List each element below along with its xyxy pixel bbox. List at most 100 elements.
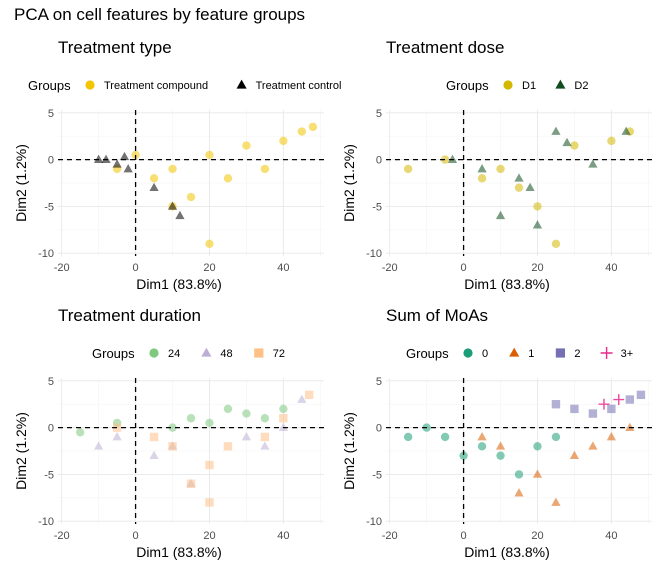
y-tick-label: -5 bbox=[44, 469, 54, 481]
x-tick-label: -20 bbox=[54, 262, 70, 274]
x-tick-label: 0 bbox=[133, 530, 139, 542]
legend-title: Groups bbox=[406, 346, 449, 361]
data-point bbox=[440, 155, 450, 164]
data-point bbox=[514, 470, 524, 479]
x-tick-label: 20 bbox=[531, 262, 543, 274]
data-point bbox=[205, 150, 214, 160]
data-point bbox=[551, 497, 561, 506]
data-point bbox=[636, 390, 646, 400]
grid bbox=[386, 378, 652, 524]
legend-title: Groups bbox=[446, 78, 489, 93]
panel-title: Treatment dose bbox=[386, 38, 504, 57]
data-point bbox=[514, 183, 524, 192]
data-point bbox=[606, 432, 616, 441]
data-point bbox=[186, 192, 196, 202]
y-tick-label: 5 bbox=[48, 108, 54, 120]
y-axis-label: Dim2 (1.2%) bbox=[13, 412, 29, 490]
panel-title: Treatment duration bbox=[58, 306, 201, 325]
data-point bbox=[168, 442, 177, 451]
data-point bbox=[532, 220, 543, 229]
data-point bbox=[149, 174, 159, 183]
x-tick-label: -20 bbox=[54, 530, 70, 542]
x-tick-label: -20 bbox=[382, 262, 398, 274]
figure-title: PCA on cell features by feature groups bbox=[14, 5, 305, 24]
data-point bbox=[551, 239, 561, 249]
data-point bbox=[297, 127, 307, 136]
y-tick-label: -10 bbox=[38, 248, 54, 260]
data-point bbox=[278, 422, 288, 431]
data-point bbox=[621, 126, 631, 135]
data-point bbox=[477, 432, 487, 441]
chart-panel-3: Treatment duration Groups 24 48 72 -20 0 20 40 -1… bbox=[13, 306, 324, 560]
grid bbox=[386, 110, 652, 256]
x-axis-label: Dim1 (83.8%) bbox=[464, 276, 550, 292]
legend-key-circle bbox=[503, 80, 513, 90]
x-tick-label: 0 bbox=[133, 262, 139, 274]
data-point bbox=[279, 404, 288, 414]
data-point bbox=[167, 201, 178, 210]
data-point bbox=[223, 174, 233, 183]
panel-title: Treatment type bbox=[58, 38, 172, 57]
legend-label: D2 bbox=[574, 80, 588, 92]
data-point bbox=[305, 390, 314, 400]
y-tick-label: 0 bbox=[376, 423, 382, 435]
y-tick-label: -10 bbox=[366, 516, 382, 528]
data-point bbox=[131, 150, 140, 160]
legend-key-triangle bbox=[509, 347, 520, 357]
y-tick-label: -5 bbox=[44, 201, 54, 213]
data-point bbox=[123, 164, 133, 173]
data-point bbox=[607, 404, 616, 414]
data-point bbox=[168, 423, 177, 432]
data-point bbox=[149, 450, 159, 460]
legend: Groups D1 D2 bbox=[446, 78, 588, 93]
legend-title: Groups bbox=[92, 346, 135, 361]
grid bbox=[58, 110, 324, 256]
chart-panel-1: Treatment type Groups Treatment compound Tr… bbox=[13, 38, 341, 292]
x-axis-label: Dim1 (83.8%) bbox=[464, 544, 550, 560]
panels-container: Treatment type Groups Treatment compound Tr… bbox=[13, 38, 652, 560]
legend-key-triangle bbox=[555, 79, 566, 89]
y-tick-label: -5 bbox=[372, 469, 382, 481]
data-point bbox=[495, 441, 506, 450]
data-point bbox=[613, 394, 625, 405]
legend-label: 2 bbox=[574, 348, 580, 360]
data-points bbox=[403, 390, 646, 506]
data-point bbox=[625, 422, 635, 431]
y-tick-label: 5 bbox=[376, 376, 382, 388]
data-point bbox=[607, 136, 616, 146]
data-point bbox=[205, 498, 214, 507]
data-point bbox=[175, 210, 185, 220]
x-tick-label: 20 bbox=[531, 530, 543, 542]
data-point bbox=[279, 136, 288, 146]
legend-label: 3+ bbox=[621, 348, 634, 360]
legend-label: D1 bbox=[522, 80, 536, 92]
chart-panel-2: Treatment dose Groups D1 D2 -20 0 20 40 -10 -5 0 5 D… bbox=[341, 38, 652, 292]
data-point bbox=[223, 404, 233, 414]
data-point bbox=[532, 469, 543, 478]
data-point bbox=[496, 164, 505, 174]
data-point bbox=[570, 141, 579, 150]
legend: Groups 24 48 72 bbox=[92, 346, 285, 361]
legend: Groups Treatment compound Treatment contro… bbox=[28, 78, 341, 93]
data-point bbox=[514, 488, 524, 497]
data-point bbox=[94, 441, 104, 450]
legend-key-triangle bbox=[201, 347, 212, 357]
data-point bbox=[205, 460, 214, 470]
legend-label: 48 bbox=[220, 348, 232, 360]
data-point bbox=[440, 432, 450, 442]
data-point bbox=[223, 442, 233, 451]
data-point bbox=[205, 239, 214, 249]
chart-panel-4: Sum of MoAs Groups 0 1 2 3+ -20 0 20 40 -10 -5 0 5 Dim… bbox=[341, 306, 652, 560]
data-point bbox=[260, 414, 270, 423]
data-point bbox=[403, 164, 413, 174]
legend-key-square bbox=[555, 348, 565, 358]
data-point bbox=[551, 400, 561, 409]
data-point bbox=[495, 210, 506, 220]
data-point bbox=[533, 202, 542, 211]
data-point bbox=[477, 174, 487, 183]
legend-key-circle bbox=[85, 80, 95, 90]
panel-title: Sum of MoAs bbox=[386, 306, 488, 325]
x-tick-label: 40 bbox=[277, 530, 289, 542]
legend: Groups 0 1 2 3+ bbox=[406, 346, 633, 361]
